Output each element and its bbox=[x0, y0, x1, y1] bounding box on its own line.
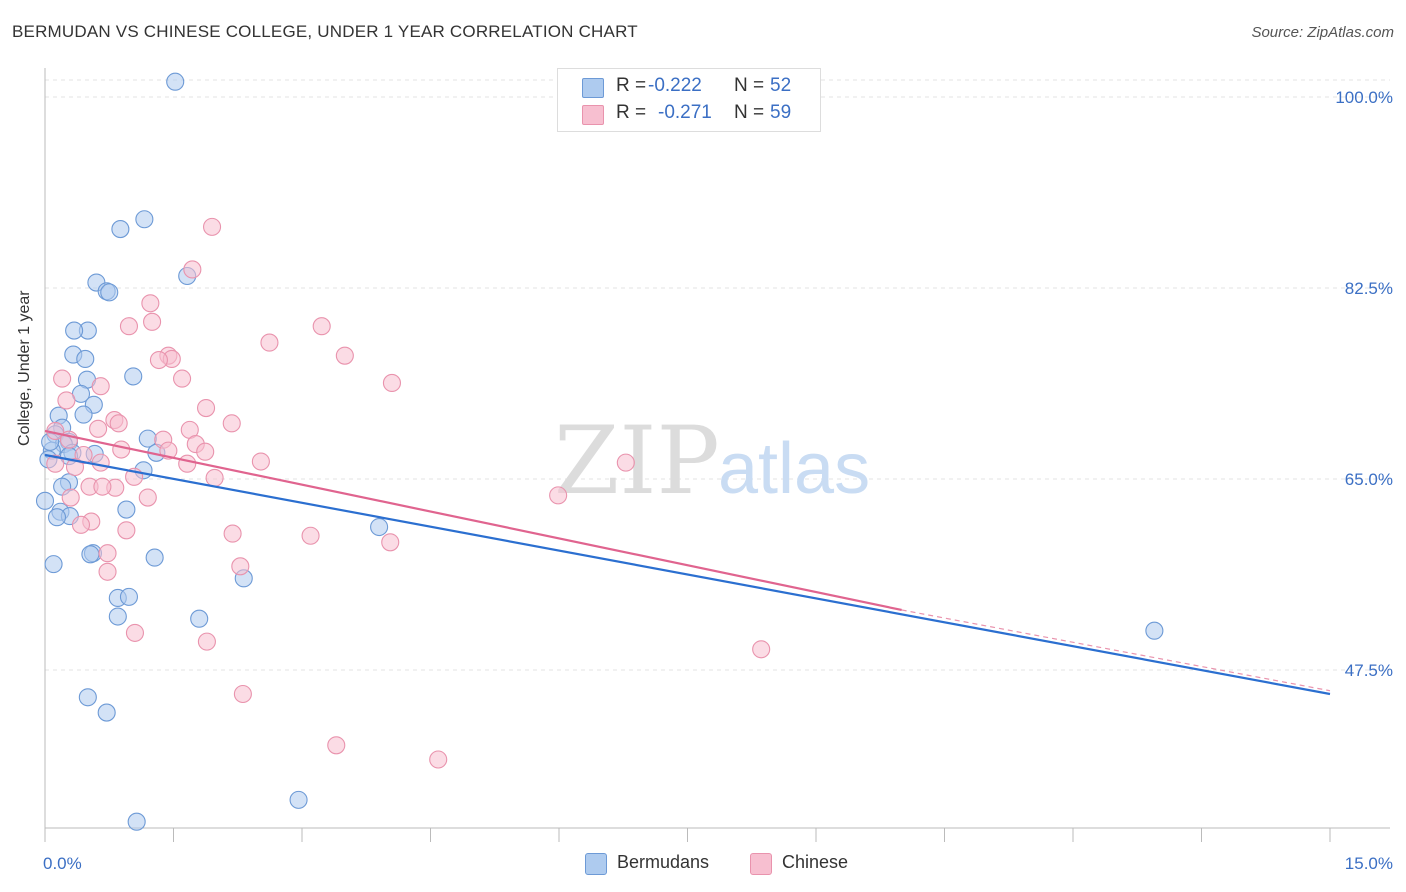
chinese-trend-extension bbox=[901, 609, 1331, 692]
legend-n-value-bermudans: 52 bbox=[770, 75, 792, 96]
bermudans-point bbox=[97, 703, 116, 722]
y-tick-label: 47.5% bbox=[1345, 661, 1393, 680]
watermark-atlas: atlas bbox=[718, 429, 870, 509]
bermudans-point bbox=[124, 367, 143, 386]
bermudans-trend-line bbox=[44, 453, 1331, 696]
legend-n-value-chinese: 59 bbox=[770, 102, 792, 123]
bermudans-point bbox=[100, 283, 119, 302]
chinese-point bbox=[251, 452, 270, 471]
chinese-point bbox=[231, 557, 250, 576]
chinese-point bbox=[91, 453, 110, 472]
y-tick-label: 100.0% bbox=[1335, 88, 1393, 107]
stats-legend: R = -0.222 N = 52 R = -0.271 N = 59 bbox=[557, 68, 821, 132]
chinese-point bbox=[616, 453, 635, 472]
chinese-point bbox=[312, 317, 331, 336]
chart-title: BERMUDAN VS CHINESE COLLEGE, UNDER 1 YEA… bbox=[12, 22, 638, 41]
bermudans-point bbox=[35, 491, 55, 510]
bermudans-point bbox=[289, 790, 308, 809]
chinese-point bbox=[89, 419, 108, 438]
bermudans-point bbox=[111, 220, 130, 239]
chinese-point bbox=[197, 632, 216, 651]
bermudans-point bbox=[76, 349, 95, 368]
chinese-point bbox=[125, 623, 144, 642]
chinese-point bbox=[138, 488, 157, 507]
bermudans-point bbox=[81, 545, 100, 564]
chinese-point bbox=[141, 294, 160, 313]
chinese-point bbox=[117, 521, 136, 540]
bermudans-point bbox=[190, 609, 209, 628]
chinese-point bbox=[112, 440, 131, 459]
chinese-point bbox=[752, 640, 771, 659]
bermudans-point bbox=[47, 508, 67, 527]
bermudans-point bbox=[65, 321, 84, 340]
y-axis-label: College, Under 1 year bbox=[16, 290, 33, 446]
series-legend-label: Chinese bbox=[782, 852, 849, 872]
legend-r-value-bermudans: -0.222 bbox=[648, 75, 702, 96]
chinese-point bbox=[53, 369, 72, 388]
chinese-point bbox=[205, 468, 224, 487]
chinese-point bbox=[233, 684, 252, 704]
chinese-point bbox=[98, 544, 117, 563]
chinese-point bbox=[119, 317, 139, 336]
chinese-point bbox=[196, 442, 215, 461]
chinese-legend-swatch bbox=[750, 853, 772, 875]
chinese-point bbox=[98, 562, 117, 581]
chinese-trend-line bbox=[44, 429, 902, 612]
legend-n-label: N = bbox=[734, 75, 765, 96]
chinese-swatch bbox=[582, 105, 604, 125]
bermudans-point bbox=[135, 210, 154, 229]
bermudans-swatch bbox=[582, 78, 604, 98]
bermudans-point bbox=[108, 607, 127, 626]
chinese-point bbox=[93, 477, 112, 496]
chinese-point bbox=[71, 515, 91, 534]
chinese-point bbox=[65, 457, 85, 477]
bermudans-point bbox=[1145, 621, 1164, 640]
chinese-point bbox=[429, 750, 448, 769]
chinese-point bbox=[335, 346, 354, 365]
chinese-point bbox=[327, 736, 346, 755]
chinese-point bbox=[183, 260, 202, 279]
x-tick-label: 15.0% bbox=[1345, 854, 1393, 873]
legend-r-value-chinese: -0.271 bbox=[658, 102, 712, 123]
bermudans-point bbox=[119, 587, 139, 606]
bermudans-point bbox=[127, 812, 146, 831]
chinese-point bbox=[61, 488, 80, 507]
watermark-zip: ZIP bbox=[554, 407, 720, 516]
bermudans-point bbox=[370, 517, 389, 537]
y-tick-label: 82.5% bbox=[1345, 279, 1393, 298]
source-label: Source: ZipAtlas.com bbox=[1251, 24, 1394, 41]
bermudans-legend-swatch bbox=[585, 853, 607, 875]
chinese-point bbox=[223, 524, 242, 543]
series-legend-label: Bermudans bbox=[617, 852, 710, 872]
chinese-point bbox=[91, 377, 110, 396]
chinese-point bbox=[549, 486, 568, 505]
chinese-point bbox=[382, 373, 402, 393]
chinese-point bbox=[149, 350, 168, 370]
chinese-point bbox=[301, 526, 320, 545]
bermudans-point bbox=[74, 405, 93, 424]
chinese-point bbox=[197, 399, 216, 418]
chinese-point bbox=[57, 391, 76, 410]
chinese-point bbox=[46, 454, 65, 473]
chinese-point bbox=[381, 533, 400, 552]
bermudans-point bbox=[117, 500, 136, 519]
legend-n-label: N = bbox=[734, 102, 765, 123]
bermudans-point bbox=[166, 72, 185, 91]
legend-r-label: R = bbox=[616, 75, 647, 96]
x-tick-label: 0.0% bbox=[43, 854, 82, 873]
chinese-point bbox=[143, 312, 162, 331]
chinese-point bbox=[173, 369, 192, 388]
y-tick-label: 65.0% bbox=[1345, 470, 1393, 489]
legend-r-label: R = bbox=[616, 102, 647, 123]
chinese-point bbox=[203, 217, 222, 236]
chinese-point bbox=[178, 454, 197, 473]
chinese-point bbox=[109, 414, 128, 433]
bermudans-point bbox=[78, 688, 97, 707]
chinese-point bbox=[222, 414, 241, 433]
bermudans-point bbox=[145, 548, 164, 567]
bermudans-point bbox=[44, 555, 63, 574]
chinese-point bbox=[260, 333, 279, 352]
